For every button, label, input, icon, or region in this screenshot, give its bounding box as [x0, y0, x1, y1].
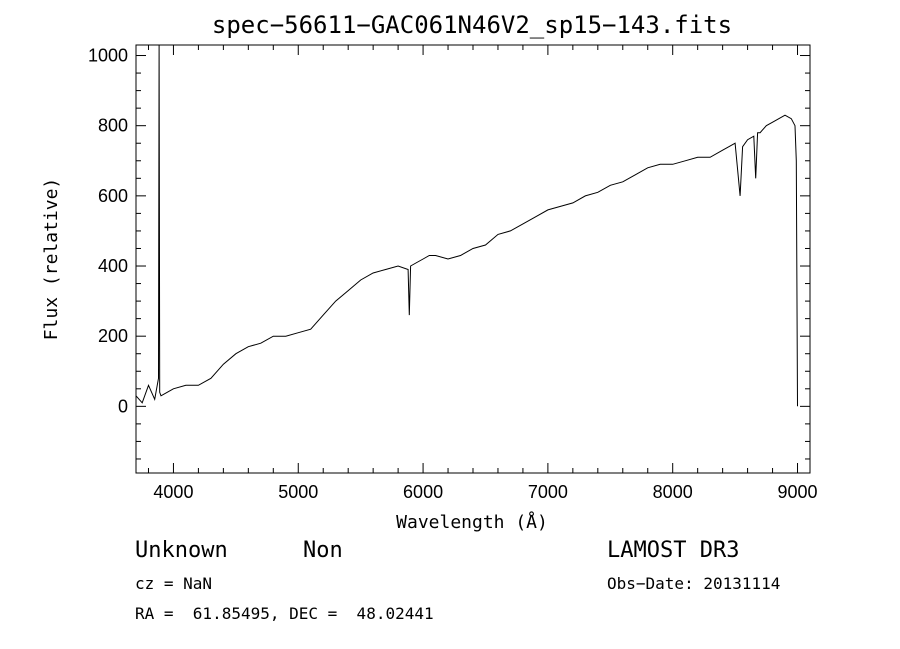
classification-label: Unknown [135, 538, 228, 563]
y-tick-label: 1000 [88, 46, 128, 66]
subclass-label: Non [303, 538, 343, 563]
y-tick-label: 0 [118, 396, 128, 416]
x-tick-label: 9000 [777, 482, 817, 502]
y-tick-label: 800 [98, 116, 128, 136]
x-tick-label: 5000 [278, 482, 318, 502]
obs-date-label: Obs−Date: 20131114 [607, 574, 781, 593]
coordinates-label: RA = 61.85495, DEC = 48.02441 [135, 604, 434, 623]
y-axis-label: Flux (relative) [41, 178, 62, 341]
x-axis-label: Wavelength (Å) [396, 511, 548, 533]
redshift-label: cz = NaN [135, 574, 213, 593]
spectrum-line [135, 44, 798, 407]
y-tick-label: 400 [98, 256, 128, 276]
x-tick-label: 7000 [528, 482, 568, 502]
plot-frame [135, 44, 811, 474]
x-tick-label: 8000 [653, 482, 693, 502]
y-tick-label: 200 [98, 326, 128, 346]
survey-label: LAMOST DR3 [607, 538, 740, 563]
y-tick-label: 600 [98, 186, 128, 206]
x-tick-label: 4000 [153, 482, 193, 502]
chart-title: spec−56611−GAC061N46V2_sp15−143.fits [212, 11, 732, 39]
x-tick-label: 6000 [403, 482, 443, 502]
